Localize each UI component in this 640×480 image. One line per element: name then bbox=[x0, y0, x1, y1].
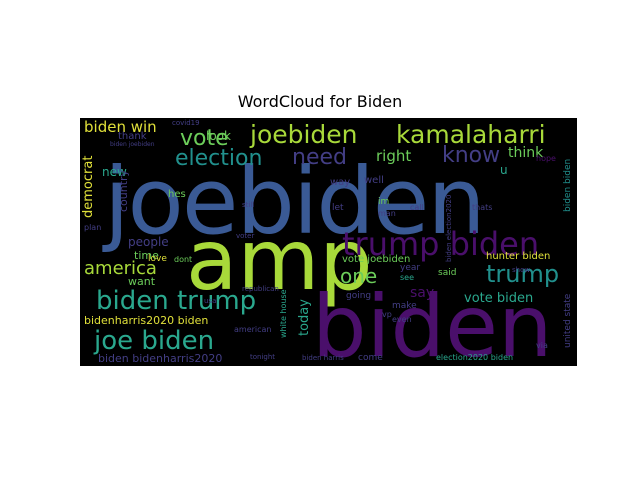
chart-title: WordCloud for Biden bbox=[237, 92, 403, 111]
word-new: new bbox=[102, 165, 127, 179]
word-biden-win: biden win bbox=[84, 118, 157, 136]
word-love: love bbox=[148, 254, 167, 264]
word-thank: thank bbox=[118, 131, 147, 142]
word-see: see bbox=[400, 273, 415, 282]
word-joe-biden: joe biden bbox=[94, 326, 215, 356]
word-trump: trump bbox=[486, 260, 560, 288]
word-think: think bbox=[508, 145, 544, 161]
word-kamalaharri: kamalaharri bbox=[396, 120, 546, 149]
word-year: year bbox=[400, 263, 421, 273]
word-joebiden-small: joebiden bbox=[250, 120, 358, 149]
word-vote-biden: vote biden bbox=[464, 291, 534, 306]
word-hes: hes bbox=[168, 189, 186, 200]
word-look: look bbox=[206, 129, 231, 143]
word-biden-joebiden: biden joebiden bbox=[110, 141, 155, 148]
word-republican: republican bbox=[242, 285, 279, 293]
word-joebiden: joebiden bbox=[104, 148, 486, 255]
word-vote: vote bbox=[180, 126, 229, 151]
word-vp: vp bbox=[382, 310, 392, 319]
word-going: going bbox=[346, 291, 372, 301]
word-cloud: joebiden amp biden trump biden joebiden … bbox=[80, 118, 577, 366]
word-via: via bbox=[536, 341, 548, 350]
word-biden-biden: biden biden bbox=[563, 158, 573, 212]
word-want: want bbox=[128, 275, 156, 288]
word-biden-harris: biden harris bbox=[302, 354, 344, 362]
word-election2020-biden: election2020 biden bbox=[436, 353, 514, 362]
word-u: u bbox=[500, 163, 508, 177]
word-usa: usa bbox=[204, 297, 217, 305]
word-let: let bbox=[332, 203, 344, 213]
word-biden-bidenharris2020: biden bidenharris2020 bbox=[98, 352, 223, 365]
word-know: know bbox=[442, 143, 501, 168]
word-need: need bbox=[292, 145, 347, 170]
word-today: today bbox=[297, 299, 312, 336]
word-voter: voter bbox=[236, 232, 255, 240]
word-thats: thats bbox=[472, 203, 493, 212]
word-tonight: tonight bbox=[250, 353, 276, 361]
word-say: say bbox=[410, 285, 435, 301]
word-biden-election2020: biden election2020 bbox=[445, 194, 453, 262]
word-plan: plan bbox=[84, 223, 102, 232]
word-trump-biden: trump biden bbox=[342, 225, 540, 263]
word-still: still bbox=[242, 201, 255, 209]
word-well: well bbox=[364, 175, 384, 186]
word-american: american bbox=[234, 325, 272, 334]
word-hunter-biden: hunter biden bbox=[486, 251, 551, 262]
word-biden-trump: biden trump bbox=[96, 286, 257, 316]
word-even: even bbox=[392, 315, 412, 324]
word-right: right bbox=[376, 147, 412, 165]
word-country: country bbox=[117, 169, 130, 212]
word-election: election bbox=[175, 146, 263, 171]
word-hope: hope bbox=[536, 154, 556, 163]
word-amp: amp bbox=[186, 211, 373, 309]
word-man: man bbox=[378, 209, 396, 218]
word-bidenharris2020-biden: bidenharris2020 biden bbox=[84, 314, 209, 327]
word-show: show bbox=[512, 266, 531, 274]
word-one: one bbox=[340, 264, 378, 288]
word-democrat: democrat bbox=[81, 155, 96, 218]
word-way: way bbox=[330, 177, 351, 188]
word-white-house: white house bbox=[279, 289, 288, 338]
word-call: call bbox=[410, 203, 424, 212]
word-united-state: united state bbox=[563, 293, 573, 348]
word-im: im bbox=[378, 197, 390, 207]
word-america: america bbox=[84, 258, 157, 279]
word-vote-joebiden: vote joebiden bbox=[342, 254, 411, 265]
word-time: time bbox=[134, 249, 159, 262]
word-make: make bbox=[392, 301, 417, 311]
word-biden: biden bbox=[312, 277, 553, 366]
word-said: said bbox=[438, 268, 457, 278]
word-people: people bbox=[128, 235, 169, 249]
word-covid19: covid19 bbox=[172, 119, 200, 127]
word-dont: dont bbox=[174, 255, 193, 264]
word-come: come bbox=[358, 353, 383, 363]
